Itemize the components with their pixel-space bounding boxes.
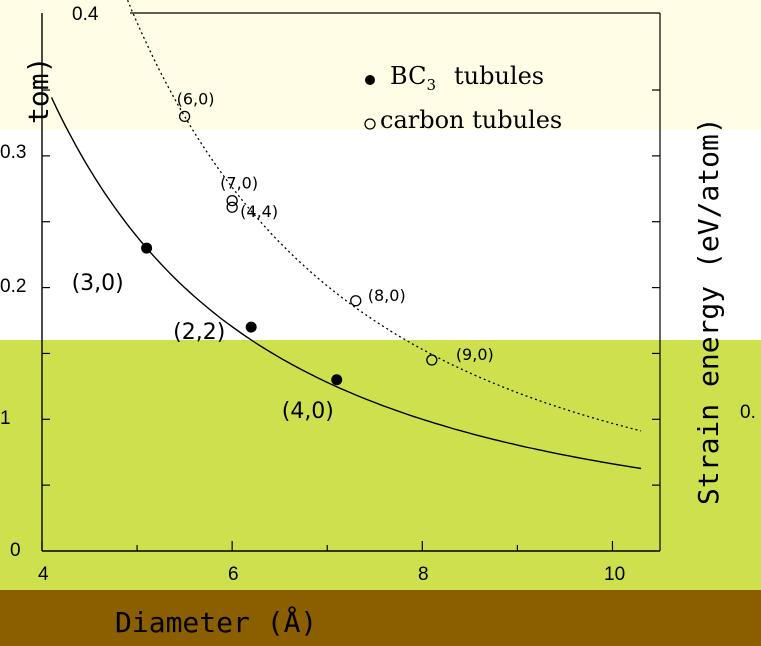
middle-band — [0, 130, 761, 340]
point-label: (6,0) — [177, 89, 215, 108]
bc3-fit-curve — [50, 97, 642, 470]
lower-band — [0, 340, 761, 590]
point-label: (9,0) — [456, 345, 494, 364]
point-label: (4,0) — [282, 399, 334, 424]
y-axis-title-right: Strain energy (eV/atom) — [692, 117, 725, 505]
bc3-point — [141, 242, 153, 254]
bottom-band — [0, 590, 761, 646]
top-band — [0, 0, 761, 130]
legend-label-bc3-sub: 3 — [426, 76, 436, 94]
y-tick-label: 0.3 — [0, 142, 26, 163]
carbon-point — [226, 195, 238, 207]
carbon-point — [426, 354, 438, 366]
carbon-point — [350, 295, 362, 307]
carbon-point — [226, 201, 238, 213]
point-label: (3,0) — [72, 271, 124, 296]
legend: BC3 tubules carbon tubules — [364, 62, 562, 134]
point-labels: (3,0) (2,2) (4,0) (6,0) (7,0) (4,4) (8,0) (9,0) — [72, 89, 494, 423]
point-label: (2,2) — [173, 320, 225, 345]
x-tick-label: 8 — [418, 564, 429, 585]
y-tick-label: 1 — [0, 408, 11, 429]
curves — [50, 0, 642, 470]
data-points — [141, 110, 438, 386]
legend-label-bc3-suffix: tubules — [454, 62, 544, 90]
tick-labels: 4 6 8 100.40.30.210 — [0, 4, 625, 585]
y-tick-label: 0 — [10, 540, 21, 561]
legend-label-carbon: carbon tubules — [380, 106, 562, 134]
carbon-point — [178, 110, 191, 123]
plot-frame — [41, 12, 661, 552]
point-label: (7,0) — [220, 174, 258, 193]
legend-label-bc3: BC3 tubules — [390, 62, 544, 94]
x-tick-label: 10 — [604, 564, 625, 585]
legend-marker-carbon — [364, 118, 376, 130]
carbon-fit-curve — [126, 0, 642, 432]
x-axis-title: Diameter (Å) — [115, 605, 317, 639]
y-axis-title-left: tom) — [22, 57, 55, 124]
bc3-point — [331, 374, 343, 386]
legend-marker-bc3 — [365, 75, 375, 85]
y-tick-label: 0.4 — [72, 4, 99, 25]
x-tick-label: 6 — [228, 564, 239, 585]
right-axis-partial-tick: 0. — [740, 402, 756, 423]
bc3-point — [245, 321, 257, 333]
point-label: (4,4) — [240, 202, 278, 221]
tick-marks — [41, 89, 660, 551]
point-label: (8,0) — [368, 286, 406, 305]
y-axis-title: tom) Strain energy (eV/atom) 0. — [22, 57, 756, 505]
x-tick-label: 4 — [38, 564, 49, 585]
y-tick-label: 0.2 — [0, 276, 26, 297]
